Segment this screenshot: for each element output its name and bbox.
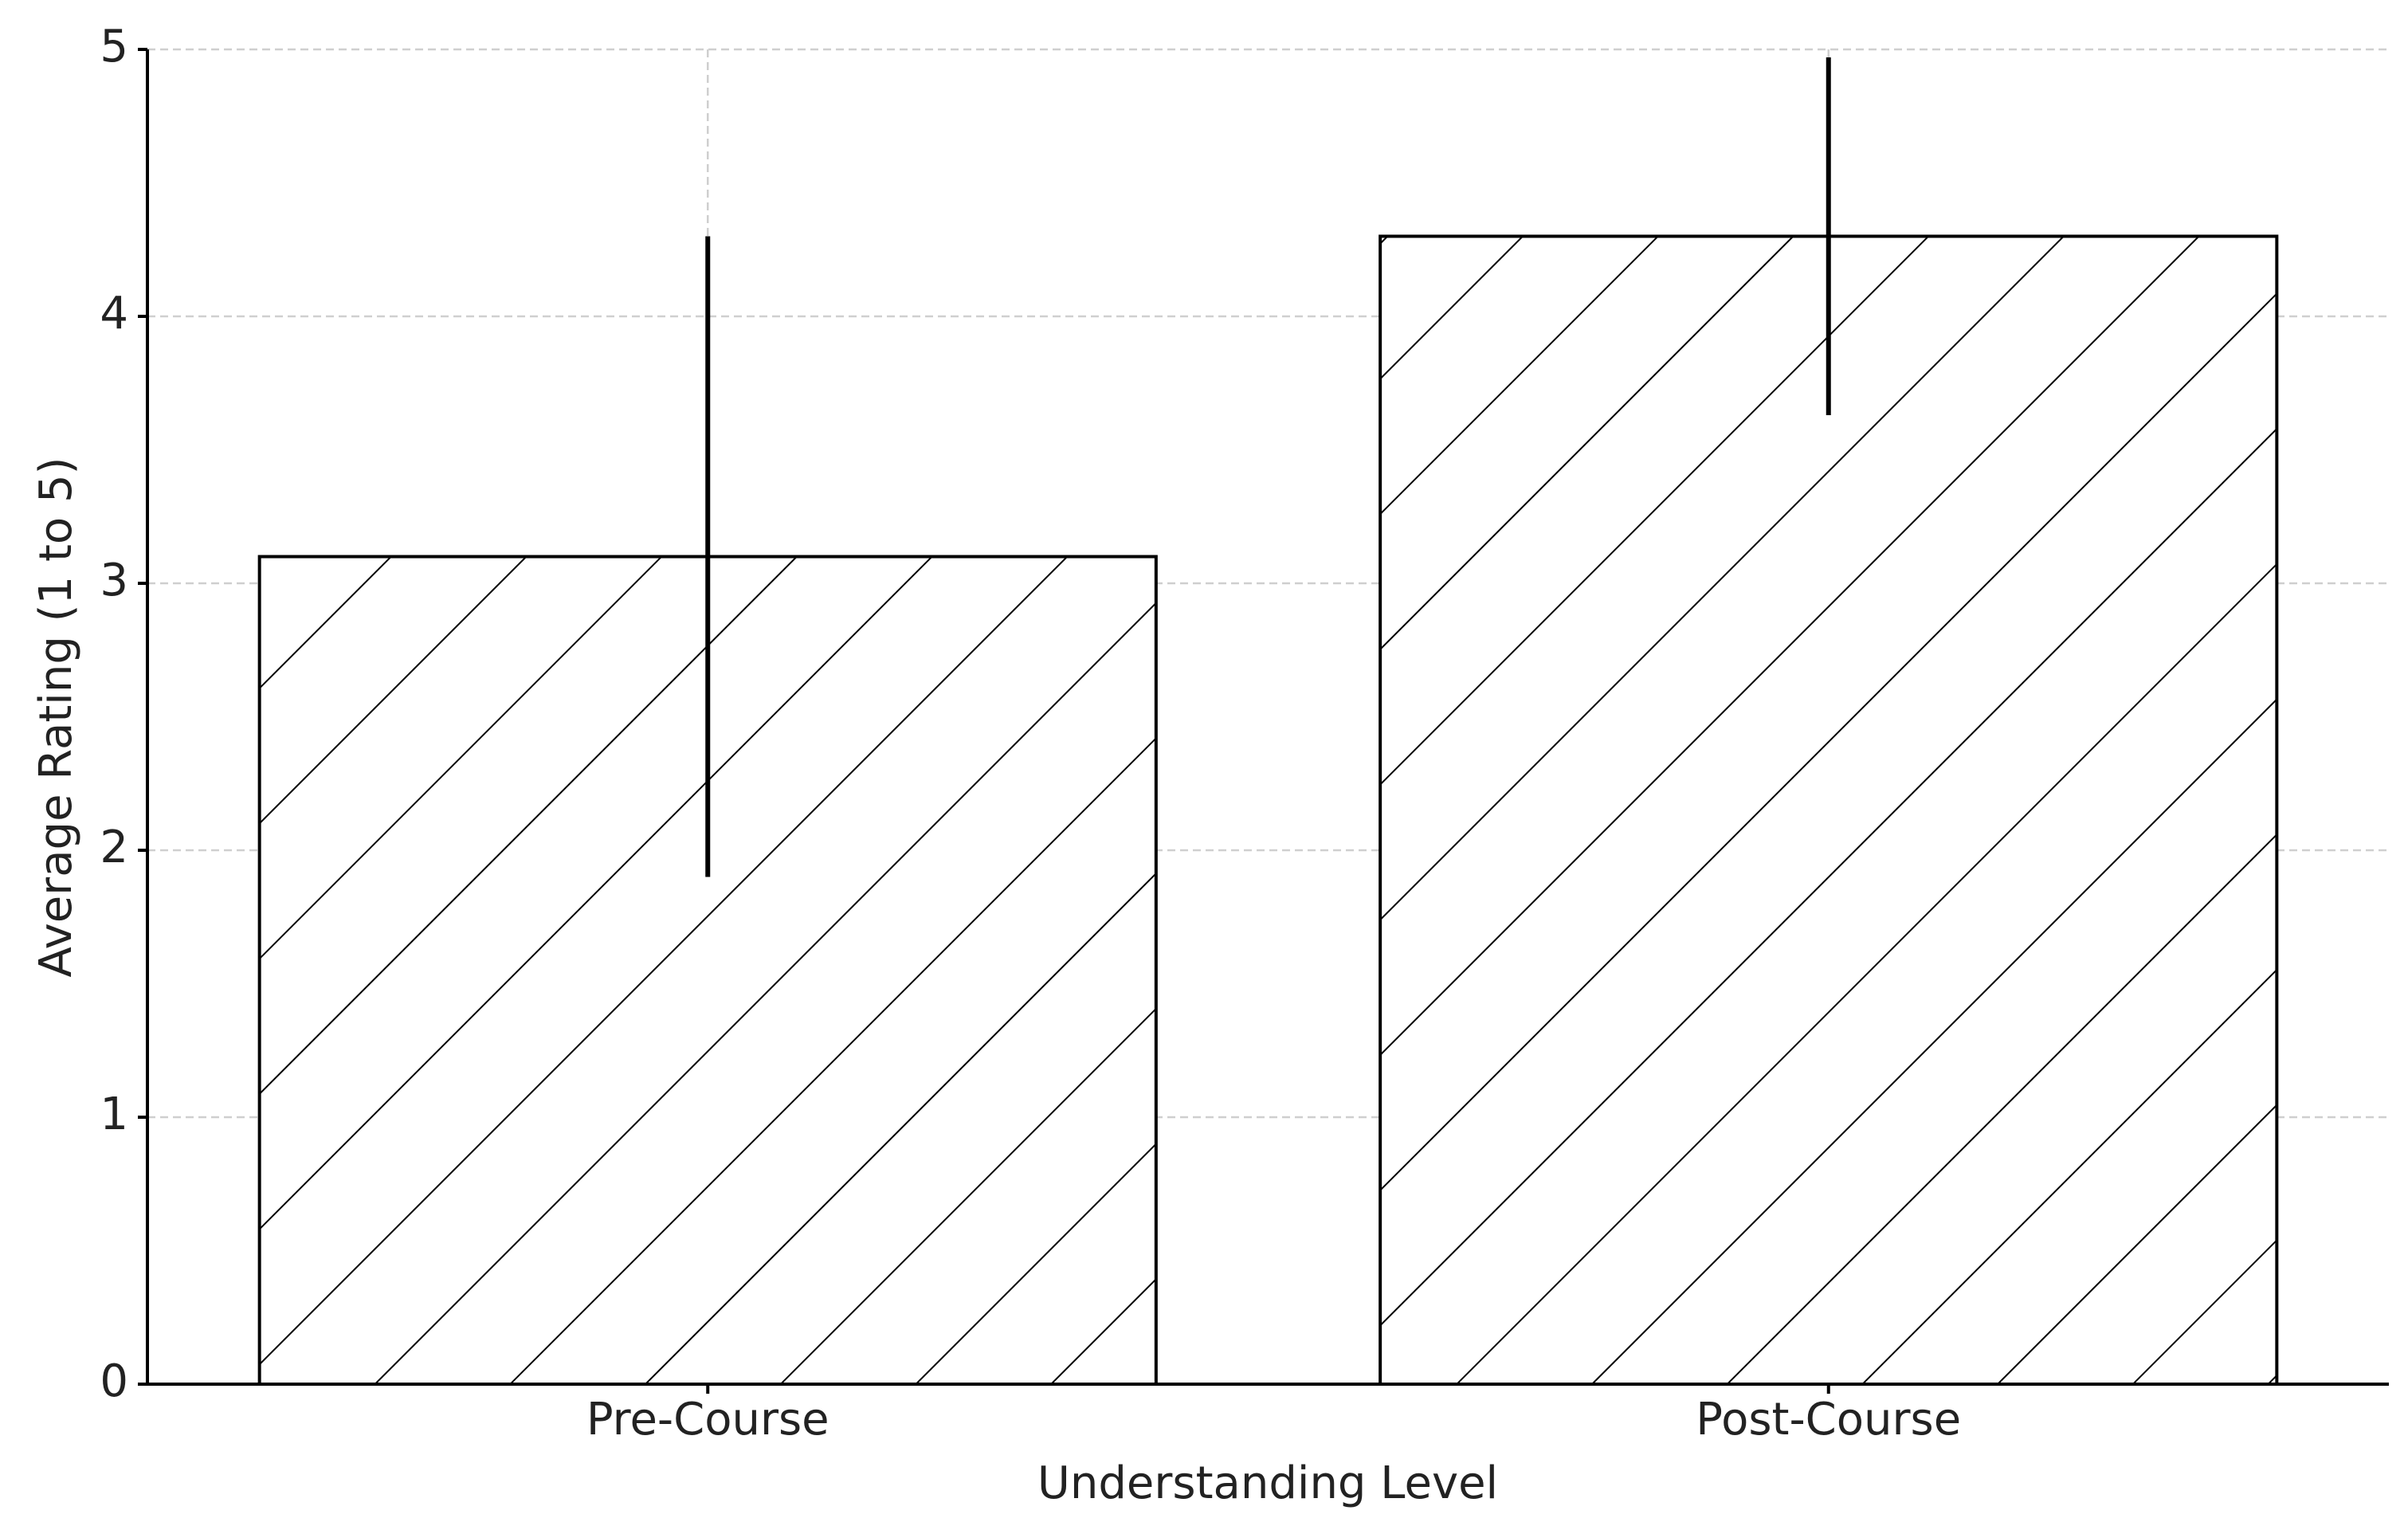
- y-tick-label: 2: [100, 822, 128, 873]
- bar-hatch: [1379, 234, 2279, 1386]
- x-axis-label: Understanding Level: [1037, 1457, 1498, 1509]
- y-axis-label: Average Rating (1 to 5): [30, 457, 82, 978]
- y-tick-label: 1: [100, 1089, 128, 1140]
- y-tick-label: 5: [100, 21, 128, 73]
- y-tick-label: 0: [100, 1355, 128, 1407]
- y-tick-label: 4: [100, 288, 128, 339]
- bars: [257, 234, 2279, 1386]
- y-tick-label: 3: [100, 555, 128, 606]
- x-tick-label: Pre-Course: [586, 1394, 829, 1446]
- x-tick-label: Post-Course: [1696, 1394, 1961, 1446]
